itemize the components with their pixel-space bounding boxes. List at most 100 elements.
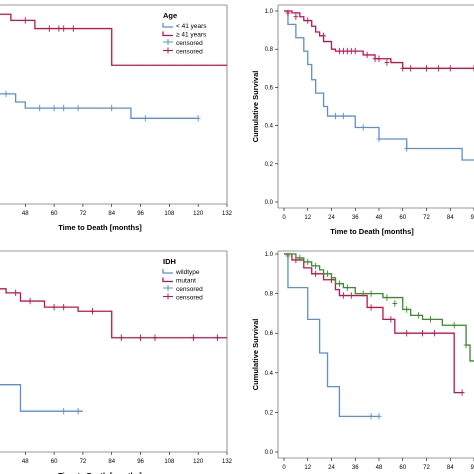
x-tick-label: 12 <box>304 215 311 221</box>
x-tick-label: 60 <box>51 211 58 217</box>
y-tick-label: 0.8 <box>265 47 274 53</box>
censor-mark <box>313 270 319 277</box>
x-axis-title: Time to Death [months] <box>58 223 142 232</box>
censor-mark <box>364 51 370 59</box>
series-line-2 <box>0 288 227 339</box>
censor-mark <box>293 13 299 20</box>
x-axis-title: Time to Death [months] <box>58 471 142 474</box>
x-tick-label: 96 <box>471 465 474 471</box>
y-tick-label: 0.0 <box>265 450 274 456</box>
censor-mark <box>420 330 425 337</box>
censor-mark <box>61 104 67 112</box>
censor-mark <box>75 408 81 415</box>
x-tick-label: 72 <box>80 211 87 217</box>
y-tick-label: 0.6 <box>265 85 274 91</box>
censor-mark <box>285 9 291 17</box>
y-tick-label: 1.0 <box>265 252 274 258</box>
censor-mark <box>285 252 291 260</box>
censor-mark <box>61 25 67 32</box>
censor-mark <box>400 65 406 72</box>
x-tick-label: 84 <box>108 211 115 217</box>
x-tick-label: 60 <box>51 459 58 465</box>
legend-line-swatch <box>162 269 173 274</box>
x-tick-label: 96 <box>137 459 144 465</box>
censor-mark <box>333 112 338 120</box>
censor-mark <box>344 284 350 291</box>
legend-label: censored <box>176 286 203 293</box>
legend-cross-swatch <box>163 293 173 300</box>
censor-mark <box>214 334 220 341</box>
censor-mark <box>325 270 330 277</box>
x-tick-label: 0 <box>282 465 286 471</box>
x-tick-label: 60 <box>399 465 406 471</box>
censor-mark <box>392 300 398 307</box>
x-tick-label: 72 <box>80 459 87 465</box>
legend-cross-swatch <box>163 47 173 54</box>
censor-mark <box>384 59 390 66</box>
legend-label: censored <box>176 295 203 302</box>
censor-mark <box>404 306 410 313</box>
censor-mark <box>46 25 52 32</box>
censor-mark <box>340 292 346 299</box>
y-tick-label: 0.2 <box>265 162 274 168</box>
x-tick-label: 48 <box>376 465 383 471</box>
censor-mark <box>408 65 414 72</box>
censor-mark <box>27 297 33 305</box>
x-tick-label: 120 <box>193 211 204 217</box>
y-tick-label: 0.2 <box>265 410 274 416</box>
chart-panel-2: 0 12 24 36 48 60 72 84 96 0.0 0.2 0.4 0.6 0.8 1.0 Time … <box>251 4 474 236</box>
censor-mark <box>118 334 124 341</box>
y-tick-label: 0.4 <box>265 124 274 130</box>
legend-label: censored <box>176 49 203 56</box>
censor-mark <box>428 316 433 323</box>
censor-mark <box>13 289 19 297</box>
censor-mark <box>313 262 319 270</box>
censor-mark <box>388 316 394 323</box>
x-tick-label: 108 <box>164 211 175 217</box>
legend-cross-swatch <box>163 39 173 45</box>
y-tick-label: 1.0 <box>265 9 274 15</box>
censor-mark <box>297 254 303 262</box>
x-tick-label: 24 <box>328 215 335 221</box>
censor-mark <box>352 47 358 55</box>
x-tick-label: 84 <box>447 465 454 471</box>
censor-mark <box>459 389 465 396</box>
legend-label: wildtype <box>175 269 200 276</box>
y-axis-title: Cumulative Survival <box>251 71 260 143</box>
censor-mark <box>368 290 374 297</box>
censor-mark <box>435 65 441 72</box>
censor-mark <box>37 104 43 112</box>
censor-mark <box>190 334 196 341</box>
y-axis-title: Cumulative Survival <box>251 319 260 391</box>
censor-mark <box>463 341 469 349</box>
censor-mark <box>451 322 457 329</box>
censor-mark <box>305 17 311 24</box>
censor-mark <box>432 330 437 337</box>
x-tick-label: 36 <box>352 215 359 221</box>
censor-mark <box>75 104 81 112</box>
series-line-1 <box>0 93 199 119</box>
censor-mark <box>90 308 95 315</box>
censor-mark <box>305 258 311 266</box>
x-tick-label: 0 <box>282 215 286 221</box>
legend-line-swatch <box>162 23 173 28</box>
x-tick-label: 132 <box>222 459 233 465</box>
censor-mark <box>340 112 346 120</box>
x-tick-label: 72 <box>423 215 430 221</box>
censor-mark <box>368 304 374 311</box>
legend-label: ≥ 41 years <box>176 32 207 39</box>
x-tick-label: 84 <box>108 459 115 465</box>
x-tick-label: 120 <box>193 459 204 465</box>
x-tick-label: 108 <box>164 459 175 465</box>
censor-mark <box>152 334 158 341</box>
x-tick-label: 72 <box>423 465 430 471</box>
y-tick-label: 0.8 <box>265 292 274 298</box>
legend-cross-swatch <box>163 285 173 291</box>
y-tick-label: 0.0 <box>265 200 274 206</box>
x-tick-label: 48 <box>22 459 29 465</box>
y-tick-label: 0.4 <box>265 371 274 377</box>
x-tick-label: 132 <box>222 211 233 217</box>
series-line-2 <box>0 13 227 66</box>
